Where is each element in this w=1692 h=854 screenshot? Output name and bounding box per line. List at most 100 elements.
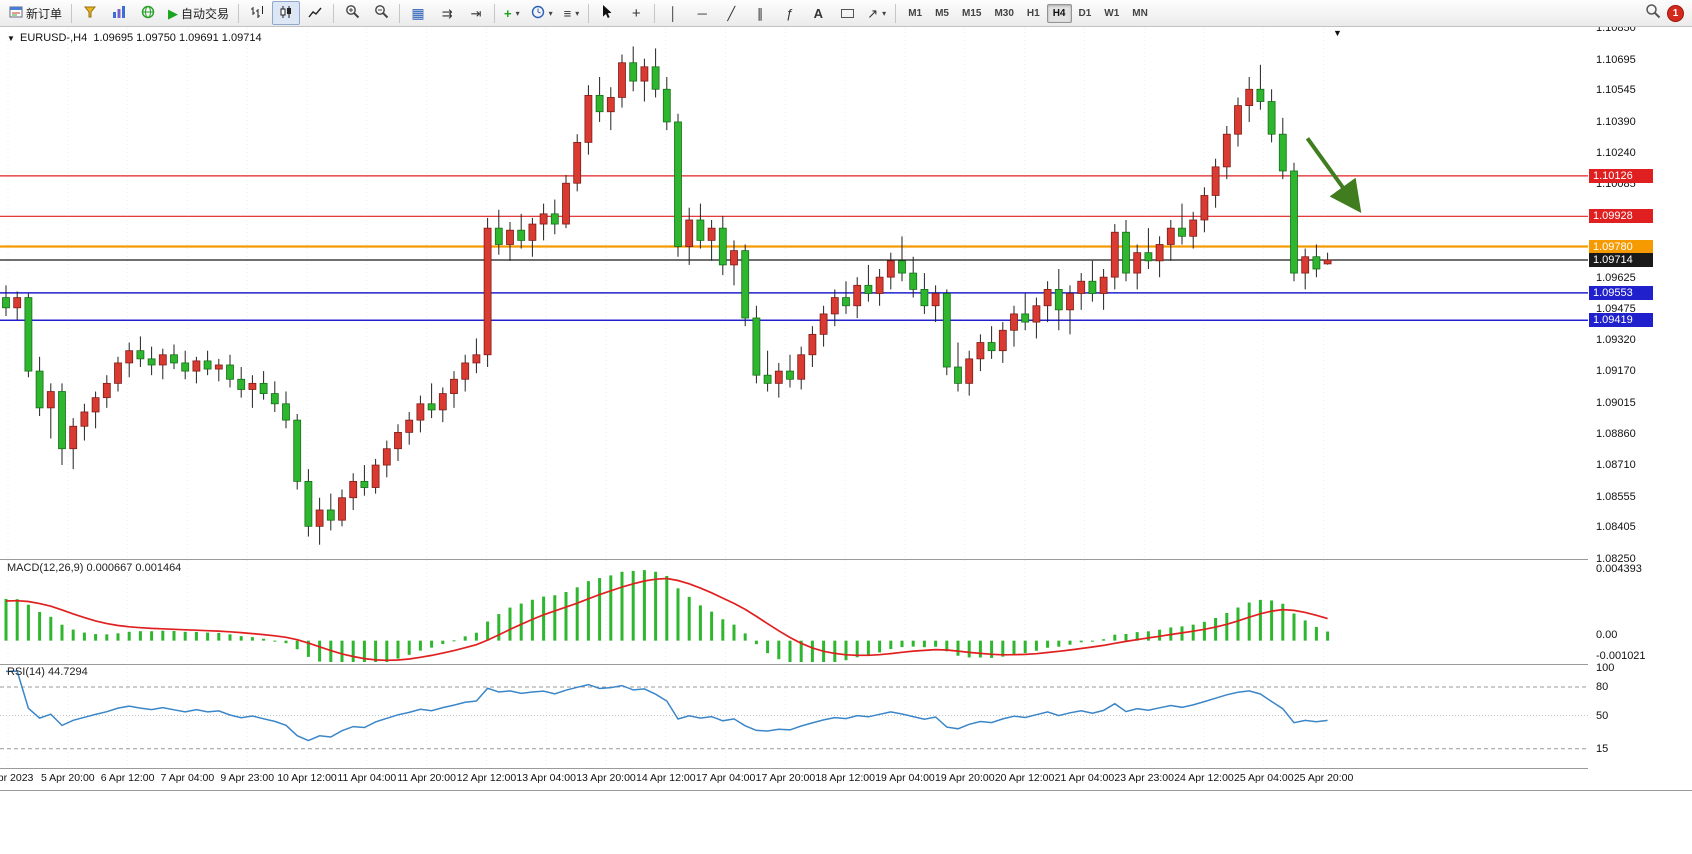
candle-body [315, 509, 324, 527]
candle-body [763, 374, 772, 384]
candlestick-chart-type-button[interactable] [272, 1, 301, 25]
macd-histogram-bar [1214, 617, 1218, 641]
funnel-button[interactable] [76, 1, 104, 25]
autotrading-button[interactable]: ▶ 自动交易 [163, 1, 234, 25]
candle-body [270, 393, 279, 405]
candle-body [2, 297, 10, 309]
notification-badge[interactable]: 1 [1667, 4, 1684, 22]
macd-histogram-bar [318, 640, 322, 662]
channel-tool-button[interactable]: ∥ [746, 1, 774, 25]
macd-histogram-bar [833, 640, 837, 662]
timeframe-button-H1[interactable]: H1 [1026, 7, 1040, 19]
line-chart-type-button[interactable] [301, 1, 329, 25]
candle-body [864, 284, 873, 294]
candle-body [494, 227, 503, 245]
macd-histogram-bar [374, 640, 378, 662]
macd-histogram-bar [38, 611, 42, 641]
chart-header: ▼ EURUSD-,H4 1.09695 1.09750 1.09691 1.0… [7, 32, 262, 44]
sell-signal-arrow[interactable] [1305, 137, 1362, 214]
trendline-tool-button[interactable]: ╱ [717, 1, 745, 25]
candle-body [58, 391, 66, 450]
timeframe-button-W1[interactable]: W1 [1104, 7, 1120, 19]
macd-histogram-bar [1068, 640, 1072, 645]
timeframe-button-D1[interactable]: D1 [1078, 7, 1092, 19]
auto-scroll-button[interactable]: ⇉ [433, 1, 461, 25]
new-order-button[interactable]: 新订单 [4, 1, 67, 25]
shapes-icon [840, 8, 854, 18]
macd-histogram-bar [351, 640, 355, 662]
zoom-in-button[interactable] [338, 1, 366, 25]
macd-histogram-bar [284, 640, 288, 644]
candle-body [483, 227, 492, 356]
price-axis-column[interactable] [1588, 28, 1692, 790]
community-button[interactable] [134, 1, 162, 25]
price-axis-label: 1.08555 [1596, 490, 1636, 503]
search-icon[interactable] [1645, 3, 1661, 24]
symbol-period-label: EURUSD-,H4 [19, 32, 88, 44]
candle-body [35, 370, 44, 409]
horizontal-line-tool-button[interactable]: ─ [688, 1, 716, 25]
macd-histogram-bar [1102, 639, 1106, 641]
timeframe-button-M30[interactable]: M30 [994, 7, 1014, 19]
macd-histogram-bar [721, 619, 725, 641]
candle [1234, 97, 1242, 147]
shapes-tool-button[interactable] [833, 1, 861, 25]
timeframe-button-M5[interactable]: M5 [935, 7, 949, 19]
candle-body [13, 297, 22, 309]
chart-shift-button[interactable]: ⇥ [462, 1, 490, 25]
tile-windows-button[interactable]: ▦ [404, 1, 432, 25]
macd-histogram-bar [855, 640, 859, 658]
candle [1267, 89, 1276, 143]
chart-canvas[interactable] [0, 0, 1692, 800]
timeframe-button-M1[interactable]: M1 [908, 7, 923, 19]
macd-histogram-bar [217, 632, 221, 641]
arrows-tool-button[interactable]: ↗ ▾ [862, 1, 891, 25]
candle-body [248, 382, 257, 390]
new-chart-button[interactable]: + ▾ [499, 1, 525, 25]
timeframe-button-M15[interactable]: M15 [962, 7, 982, 19]
candle-body [606, 97, 615, 113]
periods-button[interactable]: ▾ [526, 1, 558, 25]
cursor-button[interactable] [593, 1, 621, 25]
candle-body [629, 62, 638, 82]
candle [696, 203, 705, 249]
candle [1178, 203, 1186, 245]
candle-body [819, 313, 828, 335]
bar-chart-type-button[interactable] [243, 1, 271, 25]
candle-body [382, 448, 391, 466]
candle-body [349, 480, 358, 499]
price-axis-label: 1.09475 [1596, 302, 1636, 315]
funnel-icon [83, 5, 97, 22]
vertical-line-tool-button[interactable]: │ [659, 1, 687, 25]
macd-histogram-bar [553, 595, 557, 641]
candle [1200, 187, 1209, 233]
timeframe-button-H4[interactable]: H4 [1046, 3, 1072, 23]
candle [114, 356, 122, 392]
candle [1301, 248, 1310, 290]
macd-histogram-bar [497, 614, 501, 641]
depth-of-market-button[interactable] [105, 1, 133, 25]
zoom-out-button[interactable] [367, 1, 395, 25]
macd-histogram-bar [1113, 634, 1117, 641]
candle [416, 395, 425, 433]
crosshair-button[interactable]: + [622, 1, 650, 25]
macd-signal-line [5, 577, 1328, 662]
candle [315, 497, 324, 545]
candle-body [1245, 88, 1254, 107]
macd-histogram-bar [15, 599, 19, 641]
candle-body [942, 293, 951, 368]
macd-histogram-bar [1281, 603, 1285, 641]
macd-histogram-bar [945, 640, 949, 652]
time-axis-label: 11 Apr 04:00 [337, 772, 397, 784]
time-axis-label: 17 Apr 20:00 [755, 772, 816, 784]
rsi-value: 44.7294 [47, 666, 88, 678]
candle-body [125, 350, 134, 364]
text-tool-button[interactable]: A [804, 1, 832, 25]
timeframe-button-MN[interactable]: MN [1132, 7, 1148, 19]
templates-button[interactable]: ≡ ▾ [559, 1, 585, 25]
candle-body [1166, 227, 1175, 245]
candle-body [1077, 280, 1086, 294]
fibonacci-tool-button[interactable]: ƒ [775, 1, 803, 25]
candle [1256, 64, 1265, 110]
macd-histogram-bar [743, 633, 747, 641]
